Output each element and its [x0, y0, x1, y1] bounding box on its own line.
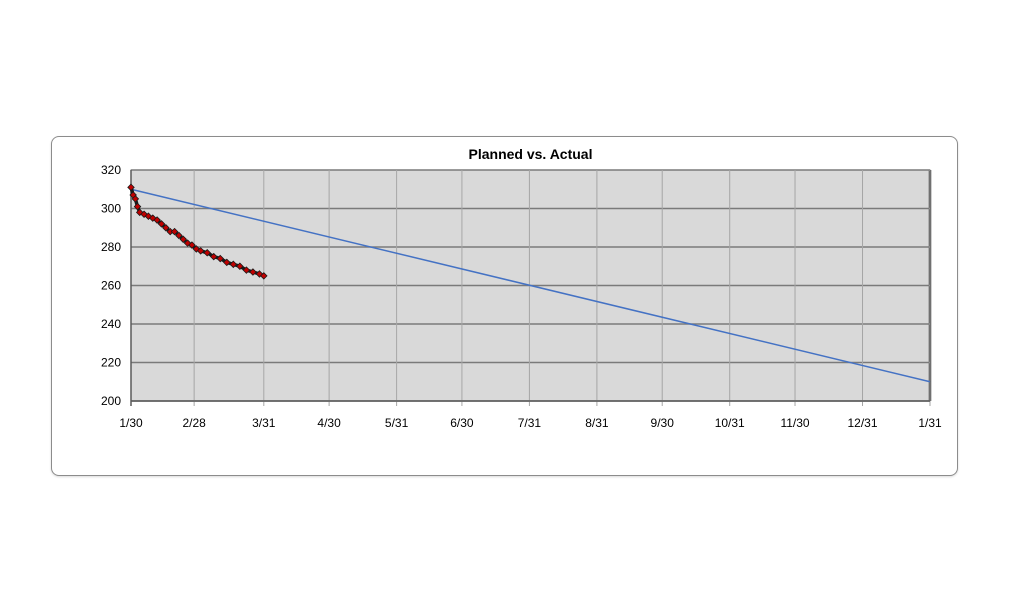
actual-data-point	[223, 258, 231, 267]
y-tick-label: 320	[101, 163, 121, 177]
y-tick-label: 260	[101, 279, 121, 293]
series-layer	[127, 183, 931, 383]
actual-data-point	[188, 241, 196, 249]
actual-data-point	[196, 247, 205, 255]
actual-data-point	[242, 266, 251, 274]
gridlines	[130, 169, 931, 406]
x-tick-label: 6/30	[450, 416, 474, 430]
x-tick-label: 11/30	[780, 416, 809, 430]
actual-data-point	[249, 268, 257, 276]
y-tick-label: 200	[101, 394, 121, 408]
actual-data-point	[144, 212, 153, 220]
y-tick-label: 280	[101, 240, 121, 254]
x-tick-label: 3/31	[252, 416, 276, 430]
x-tick-label: 9/30	[651, 416, 675, 430]
chart-title: Planned vs. Actual	[469, 146, 593, 162]
actual-data-point	[175, 231, 183, 240]
x-tick-label: 12/31	[847, 416, 877, 430]
actual-data-point	[157, 220, 166, 228]
x-tick-label: 7/31	[518, 416, 542, 430]
x-tick-label: 4/30	[317, 416, 341, 430]
x-tick-label: 1/30	[119, 416, 143, 430]
actual-data-point	[260, 272, 268, 280]
y-tick-label: 220	[101, 356, 121, 370]
x-axis: 1/30 2/28 3/31 4/30 5/31 6/30 7/31 8/31 9/30 10/3…	[119, 416, 942, 430]
planned-series-line	[130, 188, 931, 383]
actual-data-point	[153, 216, 161, 224]
actual-data-point	[236, 262, 244, 271]
x-tick-label: 1/31	[918, 416, 942, 430]
x-tick-label: 8/31	[585, 416, 609, 430]
actual-data-point	[140, 210, 148, 219]
planned-vs-actual-chart: Planned vs. Actual 200 220 240 260 280 300 320…	[101, 146, 942, 430]
actual-data-point	[229, 260, 238, 269]
actual-data-point	[131, 195, 140, 203]
y-tick-label: 240	[101, 317, 121, 331]
chart-frame: Planned vs. Actual 200 220 240 260 280 300 320…	[51, 136, 958, 476]
actual-data-point	[179, 235, 188, 244]
x-tick-label: 2/28	[182, 416, 206, 430]
x-tick-label: 10/31	[715, 416, 745, 430]
actual-data-point	[133, 202, 142, 211]
y-tick-label: 300	[101, 202, 121, 216]
actual-data-point	[183, 239, 192, 247]
actual-data-point	[162, 223, 170, 232]
actual-data-point	[170, 227, 179, 236]
actual-data-point	[216, 254, 225, 263]
actual-data-point	[203, 249, 211, 257]
y-axis: 200 220 240 260 280 300 320	[101, 163, 121, 408]
x-tick-label: 5/31	[385, 416, 409, 430]
actual-data-point	[255, 270, 264, 278]
actual-data-point	[209, 252, 218, 261]
actual-data-point	[127, 183, 135, 192]
